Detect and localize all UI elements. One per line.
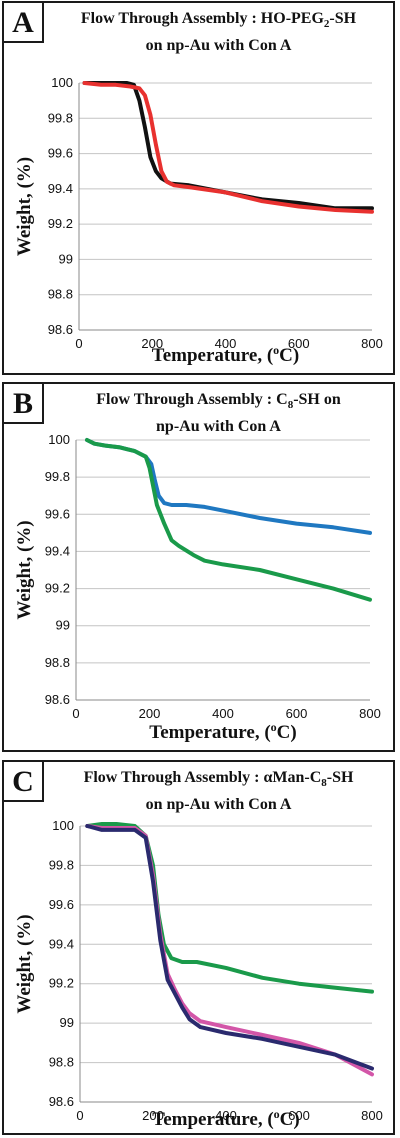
panel-letter: C <box>4 762 44 802</box>
y-tick-label: 99.2 <box>45 581 70 596</box>
y-tick-label: 99.4 <box>48 181 73 196</box>
panel-letter: A <box>4 3 44 43</box>
x-tick-label: 200 <box>139 706 161 721</box>
x-tick-label: 200 <box>141 336 163 351</box>
y-tick-label: 99.6 <box>45 506 70 521</box>
chart-plot: 98.6 98.8 99 99.2 99.4 99.6 99.8 100 0 200 400 600 8… <box>14 818 383 1130</box>
x-tick-label: 400 <box>212 706 234 721</box>
x-tick-label: 0 <box>72 706 79 721</box>
y-tick-label: 98.6 <box>49 1094 74 1109</box>
x-tick-label: 800 <box>361 1108 383 1123</box>
series-line-1 <box>85 822 374 994</box>
chart-plot: 98.6 98.8 99 99.2 99.4 99.6 99.8 100 0 200 400 600 8… <box>14 75 383 366</box>
y-tick-label: 98.6 <box>45 692 70 707</box>
panel-letter: B <box>4 384 44 424</box>
y-tick-label: 99.2 <box>49 976 74 991</box>
x-tick-label: 400 <box>215 336 237 351</box>
x-tick-label: 600 <box>288 336 310 351</box>
y-tick-label: 99.6 <box>48 146 73 161</box>
x-tick-label: 200 <box>142 1108 164 1123</box>
y-tick-label: 99 <box>56 618 70 633</box>
y-axis-label: Weight, (%) <box>14 520 35 619</box>
x-tick-label: 400 <box>215 1108 237 1123</box>
chart-title: Flow Through Assembly : C8-SH on np-Au w… <box>96 391 341 436</box>
chart-title: Flow Through Assembly : HO-PEG2-SH on np… <box>80 10 357 55</box>
y-tick-label: 100 <box>48 432 70 447</box>
y-axis-label: Weight, (%) <box>14 157 35 256</box>
x-tick-label: 600 <box>288 1108 310 1123</box>
series-line-2 <box>82 81 374 214</box>
y-tick-label: 98.8 <box>49 1055 74 1070</box>
y-tick-label: 100 <box>52 818 74 833</box>
y-tick-label: 98.8 <box>48 287 73 302</box>
chart-title: Flow Through Assembly : αMan-C8-SH on np… <box>83 769 354 814</box>
chart-plot: 98.6 98.8 99 99.2 99.4 99.6 99.8 100 0 200 400 600 8… <box>14 432 381 743</box>
chart-panel-a: A Flow Through Assembly : HO-PEG2-SH on … <box>2 1 395 375</box>
y-tick-label: 99.4 <box>49 936 74 951</box>
chart-panel-b: B Flow Through Assembly : C8-SH on np-Au… <box>2 382 395 752</box>
x-axis-label: Temperature, (oC) <box>152 343 299 366</box>
x-tick-label: 0 <box>75 336 82 351</box>
series-line-2 <box>85 824 374 1077</box>
y-tick-label: 100 <box>51 75 73 90</box>
series-line-2 <box>85 438 372 602</box>
y-tick-label: 99 <box>59 251 73 266</box>
series-line-1 <box>85 438 372 535</box>
x-tick-label: 600 <box>286 706 308 721</box>
y-tick-label: 99.6 <box>49 897 74 912</box>
y-tick-label: 99.8 <box>45 469 70 484</box>
series-line-3 <box>85 824 374 1071</box>
y-tick-label: 99 <box>60 1015 74 1030</box>
x-tick-label: 800 <box>361 336 383 351</box>
y-tick-label: 99.8 <box>48 110 73 125</box>
y-axis-label: Weight, (%) <box>14 914 35 1013</box>
x-tick-label: 0 <box>76 1108 83 1123</box>
y-tick-label: 99.4 <box>45 543 70 558</box>
y-tick-label: 99.8 <box>49 857 74 872</box>
x-axis-label: Temperature, (oC) <box>152 1107 299 1130</box>
y-tick-label: 98.6 <box>48 322 73 337</box>
series-line-1 <box>82 81 374 211</box>
x-axis-label: Temperature, (oC) <box>149 720 296 743</box>
y-tick-label: 99.2 <box>48 216 73 231</box>
chart-panel-c: C Flow Through Assembly : αMan-C8-SH on … <box>2 760 395 1135</box>
x-tick-label: 800 <box>359 706 381 721</box>
y-tick-label: 98.8 <box>45 655 70 670</box>
